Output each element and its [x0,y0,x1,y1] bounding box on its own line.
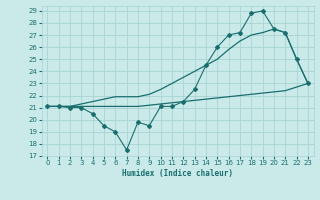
X-axis label: Humidex (Indice chaleur): Humidex (Indice chaleur) [122,169,233,178]
